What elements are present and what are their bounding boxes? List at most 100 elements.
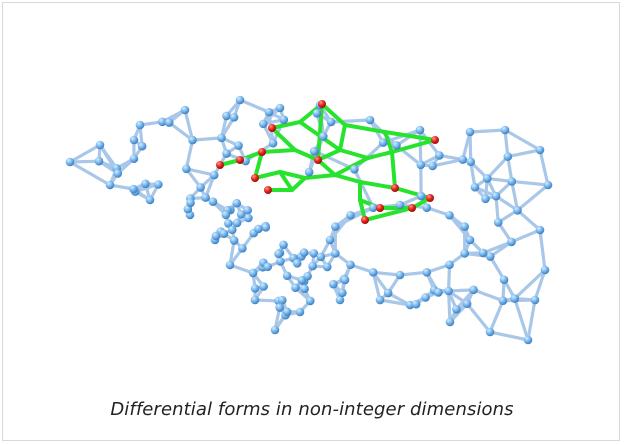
graph-node	[275, 103, 285, 113]
graph-edge	[68, 159, 101, 164]
graph-node	[282, 271, 292, 281]
graph-node	[182, 164, 191, 174]
highlighted-edge	[366, 150, 394, 160]
graph-node	[254, 224, 263, 234]
graph-node	[523, 335, 533, 345]
highlighted-edge	[303, 173, 337, 180]
graph-edge	[533, 268, 547, 302]
graph-node	[299, 248, 309, 257]
graph-node	[305, 296, 315, 306]
highlighted-vertices	[216, 100, 439, 224]
graph-edge	[447, 213, 472, 242]
highlighted-edge	[383, 130, 394, 154]
graph-node	[434, 288, 443, 297]
highlighted-edge	[278, 170, 294, 192]
graph-node	[250, 284, 260, 293]
graph-node	[186, 198, 195, 208]
graph-edge	[378, 298, 412, 307]
graph-node	[416, 191, 426, 201]
graph-edge	[509, 228, 542, 244]
graph-edge	[183, 108, 195, 142]
graph-node	[465, 127, 475, 137]
graph-node	[462, 299, 472, 309]
graph-node	[507, 177, 517, 186]
graph-node	[222, 149, 231, 158]
graph-node	[141, 179, 150, 189]
graph-node	[277, 295, 287, 305]
graph-node	[95, 140, 105, 150]
graph-node	[222, 111, 231, 121]
graph-node	[145, 195, 155, 205]
graph-node	[188, 135, 197, 145]
graph-node	[282, 307, 292, 317]
network-graph	[65, 95, 553, 345]
graph-node	[309, 146, 319, 156]
graph-node	[211, 231, 221, 241]
graph-edge	[510, 179, 550, 187]
graph-node	[227, 225, 237, 235]
highlighted-edge	[290, 176, 307, 192]
graph-node	[458, 155, 468, 164]
graph-node	[250, 295, 260, 305]
graph-edge	[430, 158, 465, 168]
graph-node	[201, 193, 210, 202]
graph-node	[482, 174, 492, 183]
graph-node	[300, 284, 309, 294]
graph-nodes	[65, 95, 553, 345]
graph-node	[243, 205, 252, 215]
graph-node	[318, 132, 328, 141]
graph-edge	[468, 128, 507, 134]
graph-edge	[167, 120, 195, 142]
graph-node	[428, 161, 437, 171]
graph-node	[375, 295, 385, 305]
graph-node	[259, 119, 268, 129]
highlighted-vertex	[258, 148, 266, 156]
highlighted-vertex	[314, 156, 322, 164]
graph-node	[368, 268, 378, 277]
graph-node	[445, 260, 454, 270]
highlighted-edge	[293, 148, 320, 162]
graph-node	[326, 117, 336, 127]
highlighted-edge	[363, 206, 414, 222]
graph-node	[65, 157, 75, 167]
graph-node	[275, 303, 284, 312]
graph-node	[350, 164, 359, 174]
graph-edge	[538, 228, 547, 272]
graph-node	[308, 261, 317, 271]
graph-node	[229, 113, 239, 122]
graph-node	[304, 167, 314, 177]
graph-edge	[418, 128, 423, 167]
graph-node	[303, 271, 312, 281]
graph-edge	[494, 194, 500, 225]
graph-node	[154, 180, 163, 189]
graph-node	[470, 182, 480, 192]
graph-node	[335, 295, 345, 305]
graph-node	[232, 198, 242, 208]
highlighted-vertex	[236, 156, 244, 164]
graph-node	[503, 152, 513, 161]
graph-node	[234, 141, 243, 150]
graph-node	[268, 138, 278, 148]
graph-node	[395, 200, 405, 210]
graph-node	[340, 275, 350, 285]
graph-edge	[471, 288, 505, 303]
graph-node	[229, 236, 239, 245]
graph-node	[346, 210, 355, 220]
graph-node	[530, 295, 540, 305]
graph-node	[460, 222, 469, 231]
graph-edge	[488, 330, 530, 342]
graph-node	[491, 191, 501, 201]
graph-node	[219, 229, 229, 238]
graph-node	[469, 285, 478, 295]
graph-node	[481, 194, 490, 204]
graph-edge	[465, 302, 492, 334]
highlighted-vertex	[251, 174, 259, 182]
graph-edge	[190, 136, 224, 142]
graph-node	[507, 237, 516, 247]
graph-node	[499, 275, 509, 285]
highlighted-edge	[390, 150, 397, 190]
graph-edge	[506, 148, 542, 159]
highlighted-edge	[358, 180, 397, 190]
graph-node	[329, 279, 338, 289]
graph-node	[513, 205, 522, 215]
